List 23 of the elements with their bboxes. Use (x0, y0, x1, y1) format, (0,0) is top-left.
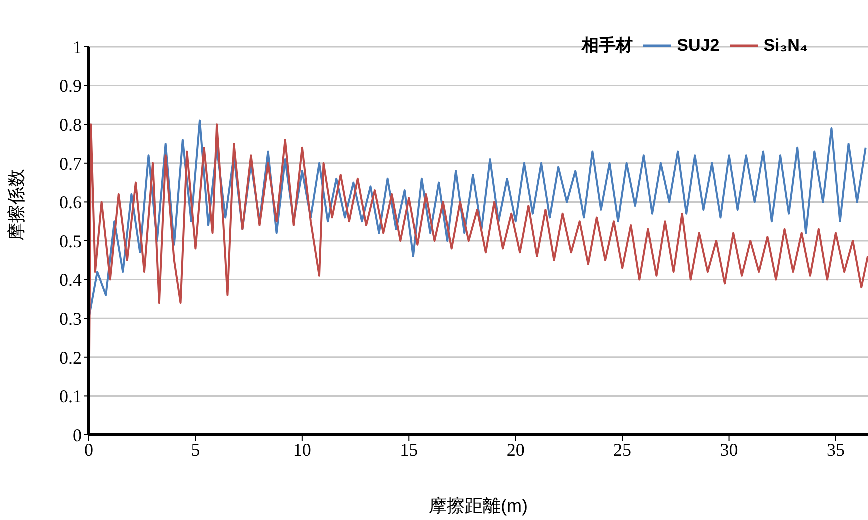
x-tick-label: 35 (826, 440, 845, 460)
x-tick-label: 30 (720, 440, 738, 460)
y-tick-label: 0.7 (60, 154, 82, 174)
x-tick-label: 5 (191, 440, 200, 460)
x-tick-label: 25 (614, 440, 632, 460)
y-tick-label: 0.2 (60, 348, 82, 368)
y-tick-label: 0.4 (60, 270, 82, 290)
legend-label: SUJ2 (677, 36, 720, 56)
legend-label: Si₃N₄ (764, 36, 808, 56)
x-tick-label: 10 (293, 440, 312, 460)
x-tick-label: 20 (506, 440, 525, 460)
y-axis-title: 摩擦係数 (6, 169, 26, 241)
y-tick-label: 0.1 (60, 386, 82, 407)
y-tick-label: 0.9 (60, 76, 82, 96)
x-axis-title: 摩擦距離(m) (429, 496, 528, 516)
y-tick-label: 1 (73, 37, 82, 58)
y-tick-label: 0.6 (60, 192, 82, 213)
y-tick-label: 0 (73, 425, 82, 446)
y-tick-label: 0.3 (60, 308, 82, 329)
legend-title: 相手材 (582, 35, 634, 57)
y-tick-label: 0.8 (60, 114, 82, 135)
y-tick-label: 0.5 (60, 231, 82, 252)
x-tick-label: 15 (400, 440, 418, 460)
